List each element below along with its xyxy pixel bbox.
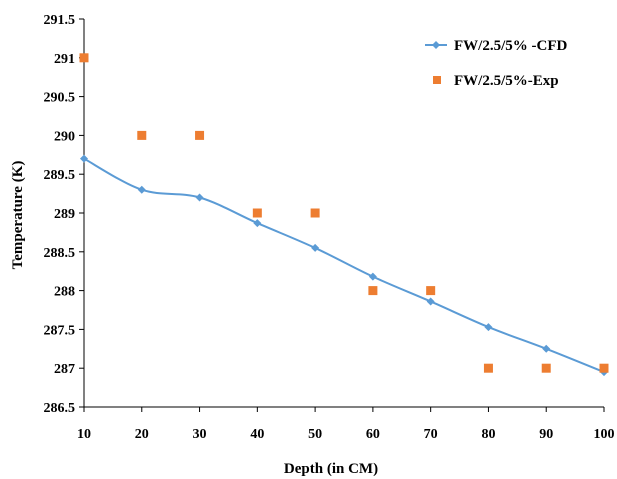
exp-point: [79, 53, 89, 63]
exp-point: [426, 286, 436, 296]
legend-exp-marker: [433, 76, 441, 84]
x-tick-label: 50: [308, 427, 322, 442]
y-tick-label: 289: [54, 207, 75, 222]
y-tick-label: 288: [54, 285, 75, 300]
y-tick-label: 290.5: [44, 91, 76, 106]
cfd-point: [542, 344, 551, 353]
x-tick-label: 10: [77, 427, 91, 442]
x-tick-label: 60: [366, 427, 380, 442]
legend-exp-label: FW/2.5/5%-Exp: [454, 73, 559, 89]
exp-point: [483, 363, 493, 373]
exp-point: [252, 208, 262, 218]
y-tick-label: 287: [54, 362, 75, 377]
y-tick-label: 291: [54, 52, 75, 67]
y-axis-title: Temperature (K): [10, 161, 26, 270]
legend-cfd-label: FW/2.5/5% -CFD: [454, 38, 567, 54]
legend-cfd-marker: [432, 41, 440, 49]
exp-point: [137, 130, 147, 140]
y-tick-label: 288.5: [44, 246, 76, 261]
x-axis-title: Depth (in CM): [284, 461, 378, 477]
x-tick-label: 90: [539, 427, 553, 442]
y-tick-label: 286.5: [44, 401, 76, 416]
y-ticks: 291.5 291 290.5 290 289.5 289 288.5 288 287.5 287…: [44, 13, 84, 416]
cfd-series-line: [83, 157, 605, 374]
x-tick-label: 30: [193, 427, 207, 442]
x-tick-label: 20: [135, 427, 149, 442]
series-layer: [79, 53, 609, 377]
cfd-point: [484, 323, 493, 332]
x-tick-label: 40: [250, 427, 264, 442]
x-ticks: 10 20 30 40 50 60 70 80 90 100: [77, 407, 615, 442]
x-tick-label: 100: [594, 427, 615, 442]
y-tick-label: 287.5: [44, 323, 76, 338]
legend: FW/2.5/5% -CFD FW/2.5/5%-Exp: [425, 38, 567, 89]
cfd-point: [426, 297, 435, 306]
y-tick-label: 291.5: [44, 13, 76, 28]
x-tick-label: 80: [481, 427, 495, 442]
y-tick-label: 289.5: [44, 168, 76, 183]
cfd-point: [80, 154, 88, 163]
x-tick-label: 70: [424, 427, 438, 442]
cfd-point: [368, 272, 377, 281]
exp-point: [541, 363, 551, 373]
cfd-point: [253, 219, 262, 228]
exp-point: [195, 130, 205, 140]
exp-point: [310, 208, 320, 218]
y-tick-label: 290: [54, 129, 75, 144]
cfd-point: [195, 193, 204, 202]
exp-point: [599, 363, 609, 373]
cfd-point: [311, 243, 320, 252]
cfd-point: [137, 185, 146, 194]
exp-point: [368, 286, 378, 296]
